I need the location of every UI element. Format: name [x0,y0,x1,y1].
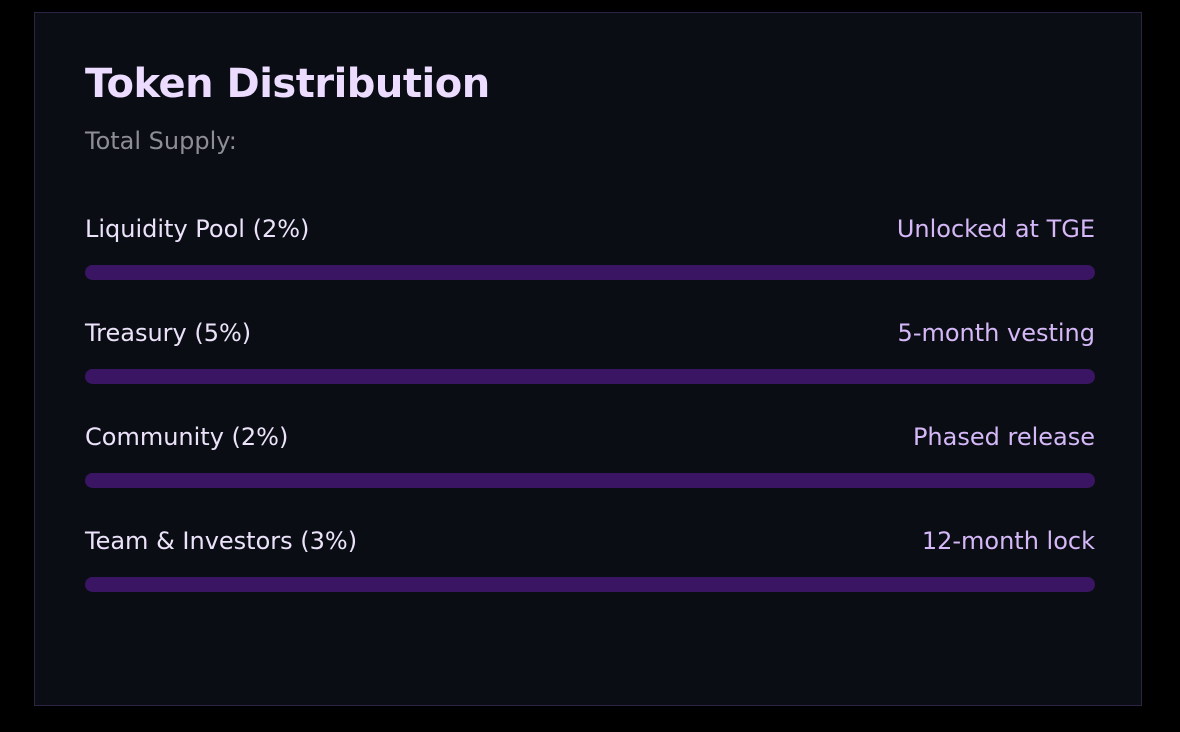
allocation-row-liquidity-pool: Liquidity Pool (2%) Unlocked at TGE [85,215,1095,285]
allocation-row-team-investors: Team & Investors (3%) 12-month lock [85,527,1095,597]
allocation-status: Unlocked at TGE [896,215,1095,243]
total-supply-label: Total Supply: [85,127,237,155]
allocation-bar [85,473,1095,488]
allocation-label: Treasury (5%) [85,319,252,347]
allocation-bar [85,369,1095,384]
allocation-label: Community (2%) [85,423,289,451]
allocation-label: Team & Investors (3%) [85,527,358,555]
allocation-bar [85,265,1095,280]
allocation-row-community: Community (2%) Phased release [85,423,1095,493]
allocation-status: 12-month lock [921,527,1095,555]
card-title: Token Distribution [85,61,490,107]
token-distribution-card: Token Distribution Total Supply: Liquidi… [34,12,1142,706]
allocation-bar [85,577,1095,592]
allocation-row-treasury: Treasury (5%) 5-month vesting [85,319,1095,389]
allocation-status: 5-month vesting [897,319,1095,347]
allocation-status: Phased release [912,423,1095,451]
allocation-label: Liquidity Pool (2%) [85,215,310,243]
